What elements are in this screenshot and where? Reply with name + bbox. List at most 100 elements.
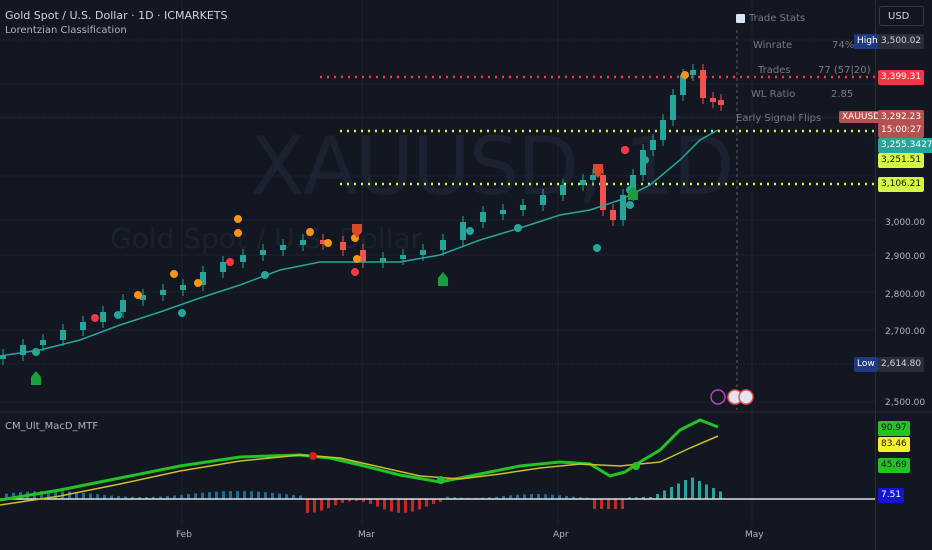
histogram-bar [558, 495, 561, 499]
histogram-bar [411, 499, 414, 512]
candle-body [60, 330, 66, 340]
candle-body [480, 212, 486, 222]
indicator-label[interactable]: Lorentzian Classification [5, 25, 127, 36]
histogram-bar [306, 499, 309, 513]
histogram-value-tag: 7.51 [878, 488, 905, 503]
histogram-bar [348, 499, 351, 502]
histogram-bar [257, 491, 260, 499]
price-tick: 3,000.00 [885, 218, 926, 228]
candle-body [600, 175, 606, 210]
candle-body [100, 312, 106, 322]
histogram-bar [600, 499, 603, 509]
histogram-bar [110, 495, 113, 499]
trade-stats-label: Trade Stats [749, 13, 806, 24]
bear-signal-dot [194, 279, 202, 287]
histogram-bar [614, 499, 617, 509]
ema-line [0, 129, 719, 357]
support-price-tag-2: 3,106.21 [878, 177, 925, 192]
signal-value-tag: 83.46 [878, 437, 910, 452]
price-tick: 2,700.00 [885, 327, 926, 337]
candle-body [240, 255, 246, 262]
histogram-bar [369, 499, 372, 504]
month-label: May [745, 530, 764, 540]
price-tick: 2,800.00 [885, 290, 926, 300]
histogram-bar [439, 499, 442, 502]
histogram-bar [131, 496, 134, 499]
histogram-bar [166, 496, 169, 499]
candle-body [80, 322, 86, 330]
bull-signal-dot [466, 227, 474, 235]
histogram-bar [677, 483, 680, 499]
candle-body [200, 272, 206, 285]
trades-value: 77 (57|20) [818, 65, 871, 76]
histogram-bar [285, 494, 288, 499]
histogram-bar [502, 496, 505, 499]
bear-signal-dot [170, 270, 178, 278]
candle-body [400, 255, 406, 259]
candle-body [340, 242, 346, 250]
checkbox-icon[interactable] [736, 13, 745, 23]
candle-series [0, 64, 724, 365]
macd-indicator-label[interactable]: CM_Ult_MacD_MTF [5, 421, 99, 432]
candle-body [280, 245, 286, 250]
sell-arrow [352, 224, 362, 238]
candle-body [680, 75, 686, 95]
candle-body [660, 120, 666, 140]
histogram-bar [82, 492, 85, 499]
candle-body [140, 295, 146, 300]
histogram-bar [390, 499, 393, 512]
candle-body [560, 185, 566, 195]
histogram-bar [537, 494, 540, 499]
candle-body [620, 195, 626, 220]
support-price-tag-1: 3,251.51 [878, 153, 925, 168]
bear-signal-dot [681, 71, 689, 79]
buy-arrow [438, 272, 448, 286]
bull-signal-dot [178, 309, 186, 317]
candle-body [500, 210, 506, 214]
histogram-bar [621, 499, 624, 509]
macd-cross-dot [632, 462, 640, 470]
histogram-bar [40, 491, 43, 499]
candle-body [440, 240, 446, 250]
histogram-bar [124, 496, 127, 499]
histogram-bar [628, 497, 631, 499]
bull-signal-dot [114, 311, 122, 319]
bear-signal-dot [353, 255, 361, 263]
histogram-bar [236, 491, 239, 499]
candle-body [420, 250, 426, 255]
histogram-bar [579, 497, 582, 499]
macd-cross-dot [437, 476, 445, 484]
histogram-bar [250, 491, 253, 499]
bull-signal-dot [261, 271, 269, 279]
histogram-bar [138, 496, 141, 499]
bull-signal-dot [593, 244, 601, 252]
trades-label: Trades [758, 65, 791, 76]
histogram-bar [271, 492, 274, 499]
histogram-bar [432, 499, 435, 504]
histogram-bar [54, 491, 57, 499]
bull-signal-dot [626, 201, 634, 209]
trade-stats-toggle[interactable]: Trade Stats [736, 13, 805, 24]
histogram-bar [719, 491, 722, 499]
histogram-bar [187, 494, 190, 499]
bear-signal-dot [234, 215, 242, 223]
histogram-bar [103, 494, 106, 499]
histogram-bar [201, 492, 204, 499]
histogram-bar [593, 499, 596, 509]
histogram-bar [635, 497, 638, 499]
histogram-bar [180, 494, 183, 499]
candle-body [700, 70, 706, 98]
candle-body [160, 290, 166, 295]
buy-arrow [628, 186, 638, 200]
histogram-bar [362, 499, 365, 502]
histogram-bar [495, 496, 498, 499]
wl-ratio-value: 2.85 [831, 89, 854, 100]
histogram-bar [194, 493, 197, 499]
chart-title[interactable]: Gold Spot / U.S. Dollar · 1D · ICMARKETS [5, 9, 228, 22]
histogram-bar [334, 499, 337, 506]
sell-arrow [593, 164, 603, 178]
name-watermark: Gold Spot / U.S. Dollar [110, 222, 423, 255]
currency-button[interactable]: USD [879, 6, 924, 26]
histogram-bar [75, 492, 78, 499]
